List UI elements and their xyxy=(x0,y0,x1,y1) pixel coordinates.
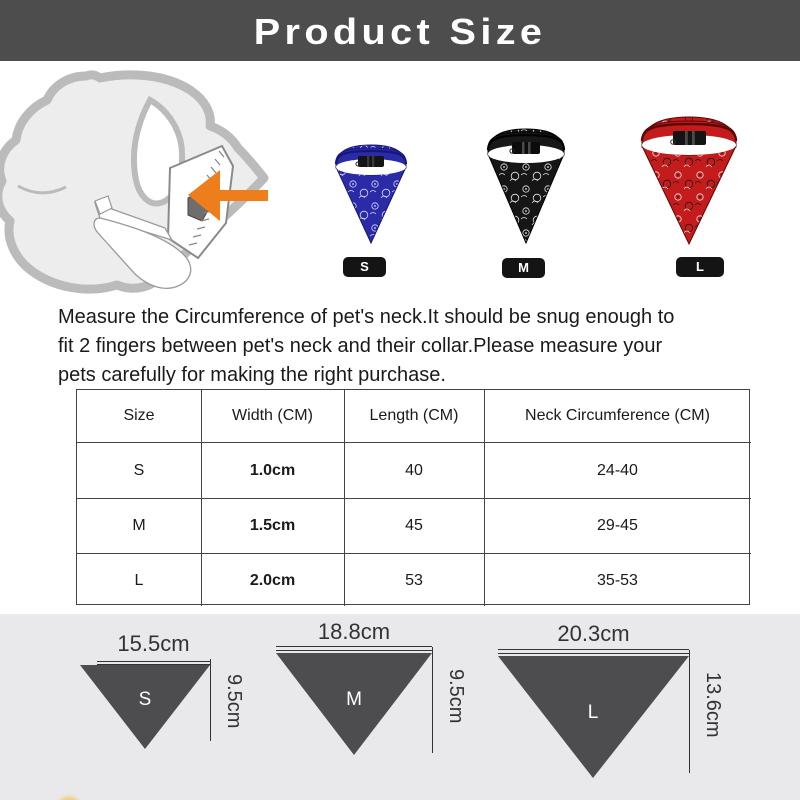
svg-text:L: L xyxy=(588,702,599,723)
svg-text:M: M xyxy=(346,689,362,710)
svg-text:S: S xyxy=(139,689,152,710)
